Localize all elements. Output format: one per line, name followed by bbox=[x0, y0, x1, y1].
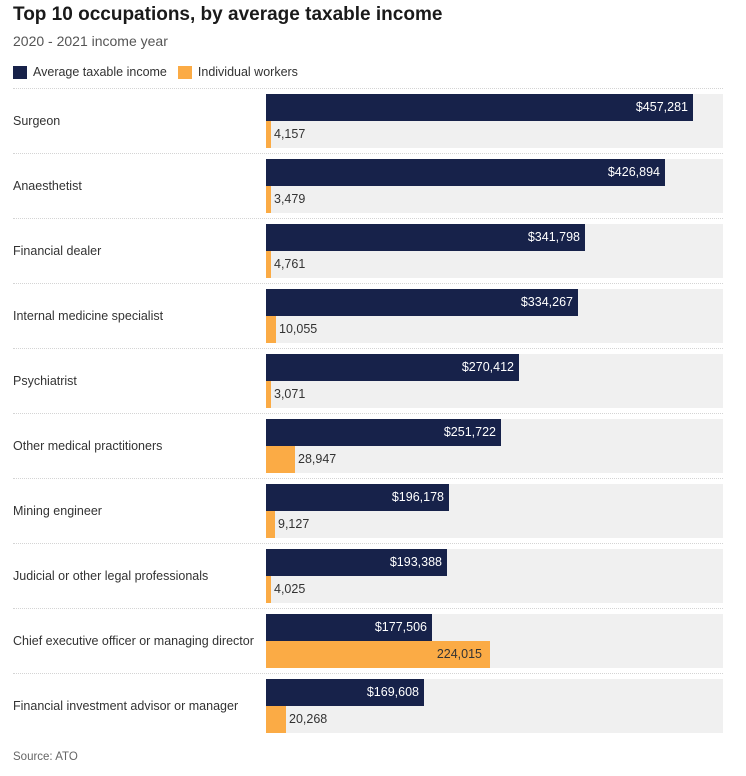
row-surgeon: Surgeon $457,281 4,157 bbox=[13, 88, 723, 154]
bar-individual-workers bbox=[266, 641, 490, 668]
row-chief-executive-officer-or-managing-director: Chief executive officer or managing dire… bbox=[13, 608, 723, 674]
category-label: Anaesthetist bbox=[13, 179, 82, 193]
data-label-individual-workers: 28,947 bbox=[298, 452, 337, 466]
bar-average-taxable-income: $251,722 bbox=[266, 419, 501, 446]
category-label: Surgeon bbox=[13, 114, 61, 128]
data-label-average-taxable-income: $169,608 bbox=[366, 685, 419, 699]
data-label-individual-workers: 4,025 bbox=[274, 582, 306, 596]
row-other-medical-practitioners: Other medical practitioners $251,722 28,94… bbox=[13, 413, 723, 479]
bar-chart: Surgeon $457,281 4,157 Anaesthetist $426,894… bbox=[0, 88, 746, 738]
legend-swatch-individual-workers bbox=[177, 65, 192, 79]
data-label-individual-workers: 3,479 bbox=[274, 192, 306, 206]
bar-individual-workers bbox=[266, 316, 276, 343]
data-label-average-taxable-income: $196,178 bbox=[391, 490, 444, 504]
bar-average-taxable-income: $426,894 bbox=[266, 159, 665, 186]
bar-track: $196,178 9,127 bbox=[266, 484, 723, 538]
chart-subtitle: 2020 - 2021 income year bbox=[13, 33, 168, 49]
bar-individual-workers bbox=[266, 511, 275, 538]
row-internal-medicine-specialist: Internal medicine specialist $334,267 10,0… bbox=[13, 283, 723, 349]
bar-track: $334,267 10,055 bbox=[266, 289, 723, 343]
bar-track: $193,388 4,025 bbox=[266, 549, 723, 603]
bar-track: $251,722 28,947 bbox=[266, 419, 723, 473]
category-label: Financial investment advisor or manager bbox=[13, 699, 239, 713]
row-mining-engineer: Mining engineer $196,178 9,127 bbox=[13, 478, 723, 544]
data-label-individual-workers: 20,268 bbox=[289, 712, 328, 726]
row-financial-investment-advisor-or-manager: Financial investment advisor or manager $… bbox=[13, 673, 723, 739]
data-label-individual-workers: 4,761 bbox=[274, 257, 306, 271]
data-label-average-taxable-income: $426,894 bbox=[607, 165, 660, 179]
bar-average-taxable-income: $196,178 bbox=[266, 484, 449, 511]
legend-item-average-taxable-income: Average taxable income bbox=[13, 65, 167, 79]
bar-individual-workers bbox=[266, 121, 271, 148]
row-anaesthetist: Anaesthetist $426,894 3,479 bbox=[13, 153, 723, 219]
bar-individual-workers bbox=[266, 251, 271, 278]
bar-track: $426,894 3,479 bbox=[266, 159, 723, 213]
data-label-average-taxable-income: $334,267 bbox=[520, 295, 573, 309]
data-label-average-taxable-income: $251,722 bbox=[443, 425, 496, 439]
data-label-individual-workers: 9,127 bbox=[278, 517, 310, 531]
data-label-individual-workers: 3,071 bbox=[274, 387, 306, 401]
category-label: Psychiatrist bbox=[13, 374, 77, 388]
bar-track: $457,281 4,157 bbox=[266, 94, 723, 148]
legend-label-average-taxable-income: Average taxable income bbox=[33, 65, 167, 79]
category-label: Mining engineer bbox=[13, 504, 102, 518]
bar-track: $177,506 224,015 bbox=[266, 614, 723, 668]
category-label: Judicial or other legal professionals bbox=[13, 569, 209, 583]
bar-individual-workers bbox=[266, 186, 271, 213]
chart-title: Top 10 occupations, by average taxable i… bbox=[13, 4, 443, 25]
bar-individual-workers bbox=[266, 706, 286, 733]
bar-average-taxable-income: $169,608 bbox=[266, 679, 424, 706]
bar-track: $341,798 4,761 bbox=[266, 224, 723, 278]
legend-swatch-average-taxable-income bbox=[13, 65, 27, 79]
category-label: Chief executive officer or managing dire… bbox=[13, 634, 254, 648]
category-label: Financial dealer bbox=[13, 244, 102, 258]
legend: Average taxable income Individual worker… bbox=[13, 65, 309, 79]
bar-individual-workers bbox=[266, 576, 271, 603]
legend-label-individual-workers: Individual workers bbox=[197, 65, 298, 79]
row-psychiatrist: Psychiatrist $270,412 3,071 bbox=[13, 348, 723, 414]
row-financial-dealer: Financial dealer $341,798 4,761 bbox=[13, 218, 723, 284]
data-label-average-taxable-income: $341,798 bbox=[527, 230, 580, 244]
bar-individual-workers bbox=[266, 446, 295, 473]
data-label-individual-workers: 224,015 bbox=[436, 647, 482, 661]
category-label: Internal medicine specialist bbox=[13, 309, 164, 323]
bar-average-taxable-income: $341,798 bbox=[266, 224, 585, 251]
data-label-individual-workers: 10,055 bbox=[279, 322, 318, 336]
bar-average-taxable-income: $193,388 bbox=[266, 549, 447, 576]
data-label-average-taxable-income: $193,388 bbox=[389, 555, 442, 569]
bar-track: $169,608 20,268 bbox=[266, 679, 723, 733]
row-judicial-or-other-legal-professionals: Judicial or other legal professionals $19… bbox=[13, 543, 723, 609]
bar-average-taxable-income: $177,506 bbox=[266, 614, 432, 641]
category-label: Other medical practitioners bbox=[13, 439, 163, 453]
bar-average-taxable-income: $334,267 bbox=[266, 289, 578, 316]
bar-average-taxable-income: $457,281 bbox=[266, 94, 693, 121]
data-label-individual-workers: 4,157 bbox=[274, 127, 306, 141]
source-note: Source: ATO bbox=[13, 751, 78, 763]
data-label-average-taxable-income: $270,412 bbox=[461, 360, 514, 374]
bar-average-taxable-income: $270,412 bbox=[266, 354, 519, 381]
legend-item-individual-workers: Individual workers bbox=[177, 65, 298, 79]
bar-track: $270,412 3,071 bbox=[266, 354, 723, 408]
data-label-average-taxable-income: $457,281 bbox=[635, 100, 688, 114]
bar-individual-workers bbox=[266, 381, 271, 408]
data-label-average-taxable-income: $177,506 bbox=[374, 620, 427, 634]
